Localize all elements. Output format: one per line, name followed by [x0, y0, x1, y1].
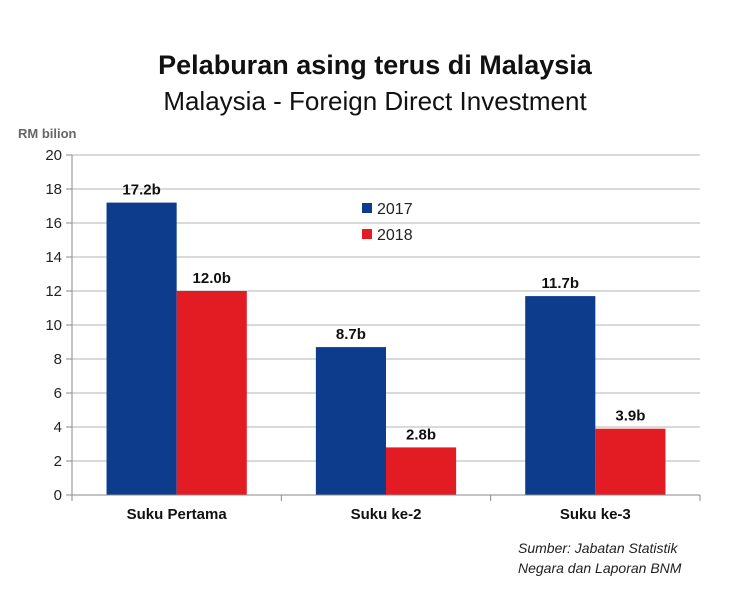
y-tick-label: 20	[45, 147, 62, 164]
y-tick-label: 8	[54, 351, 62, 368]
legend-swatch-2018	[362, 229, 372, 239]
bar-data-label: 11.7b	[542, 275, 580, 292]
bar-2018-2	[386, 447, 457, 495]
y-tick-label: 14	[45, 249, 62, 266]
legend-label-2018: 2018	[377, 227, 413, 244]
bar-2017-1	[106, 202, 177, 495]
y-tick-label: 12	[45, 283, 62, 300]
y-tick-label: 0	[54, 487, 62, 504]
legend-swatch-2017	[362, 203, 372, 213]
y-tick-label: 18	[45, 181, 62, 198]
bar-data-label: 12.0b	[193, 270, 231, 287]
bar-2018-1	[176, 291, 247, 495]
bar-2017-3	[525, 296, 596, 495]
bar-data-label: 3.9b	[615, 408, 645, 425]
y-tick-label: 2	[54, 453, 62, 470]
bar-labels: 17.2b 12.0b 8.7b 2.8b 11.7b 3.9b	[122, 182, 645, 444]
bar-data-label: 17.2b	[122, 182, 160, 199]
legend-label-2017: 2017	[377, 201, 413, 218]
source-note: Sumber: Jabatan Statistik Negara dan Lap…	[518, 538, 681, 578]
y-tick-label: 10	[45, 317, 62, 334]
x-category-label: Suku Pertama	[127, 506, 228, 523]
chart-title: Pelaburan asing terus di Malaysia	[158, 50, 592, 80]
source-line-1: Sumber: Jabatan Statistik	[518, 540, 678, 556]
y-tick-label: 4	[54, 419, 62, 436]
x-category-label: Suku ke-2	[351, 506, 422, 523]
x-axis-categories: Suku Pertama Suku ke-2 Suku ke-3	[127, 506, 631, 523]
bar-2018-3	[595, 428, 666, 495]
y-tick-label: 6	[54, 385, 62, 402]
bars	[106, 202, 666, 495]
source-line-2: Negara dan Laporan BNM	[518, 560, 682, 576]
chart-subtitle: Malaysia - Foreign Direct Investment	[163, 86, 587, 116]
y-tick-label: 16	[45, 215, 62, 232]
bar-data-label: 2.8b	[406, 426, 436, 443]
y-axis-label: RM bilion	[18, 126, 77, 141]
axes	[71, 155, 701, 501]
x-category-label: Suku ke-3	[560, 506, 631, 523]
legend: 2017 2018	[362, 201, 413, 244]
bar-data-label: 8.7b	[336, 326, 366, 343]
bar-2017-2	[315, 347, 386, 495]
y-axis-ticks: 0 2 4 6 8 10 12 14 16 18 20	[45, 147, 72, 504]
